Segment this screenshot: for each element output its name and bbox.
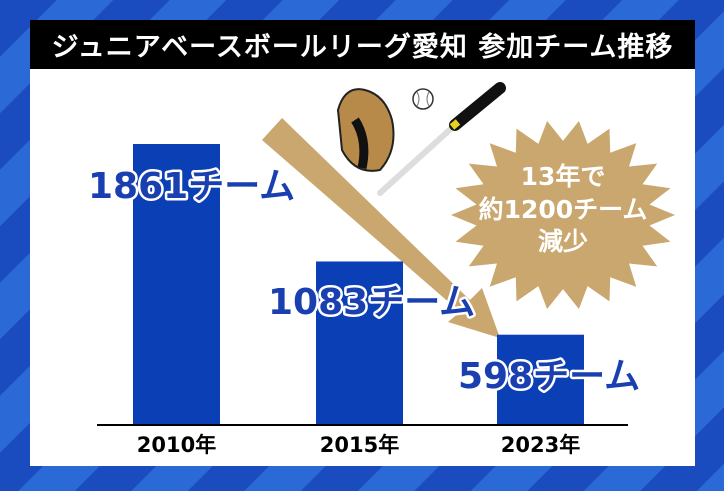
- data-label: 1083チーム: [268, 282, 475, 323]
- x-tick-label: 2023年: [501, 433, 580, 457]
- bar-2010年: [133, 144, 220, 425]
- glove-illustration: [336, 88, 395, 172]
- annotation-line-1: 13年で: [521, 162, 606, 191]
- trend-arrow: [262, 118, 500, 338]
- x-tick-label: 2010年: [137, 433, 216, 457]
- data-label: 598チーム: [458, 356, 640, 397]
- annotation-burst: 13年で 約1200チーム 減少: [451, 121, 675, 309]
- x-tick-label: 2015年: [320, 433, 399, 457]
- bat-illustration: [377, 82, 506, 196]
- bar-2023年: [497, 334, 584, 425]
- data-label: 1861チーム: [88, 166, 295, 207]
- annotation-line-2: 約1200チーム: [479, 195, 648, 224]
- ball-icon: [412, 88, 434, 110]
- bar-2015年: [316, 261, 403, 425]
- annotation-line-3: 減少: [538, 227, 588, 256]
- chart-title: ジュニアベースボールリーグ愛知 参加チーム推移: [30, 20, 695, 69]
